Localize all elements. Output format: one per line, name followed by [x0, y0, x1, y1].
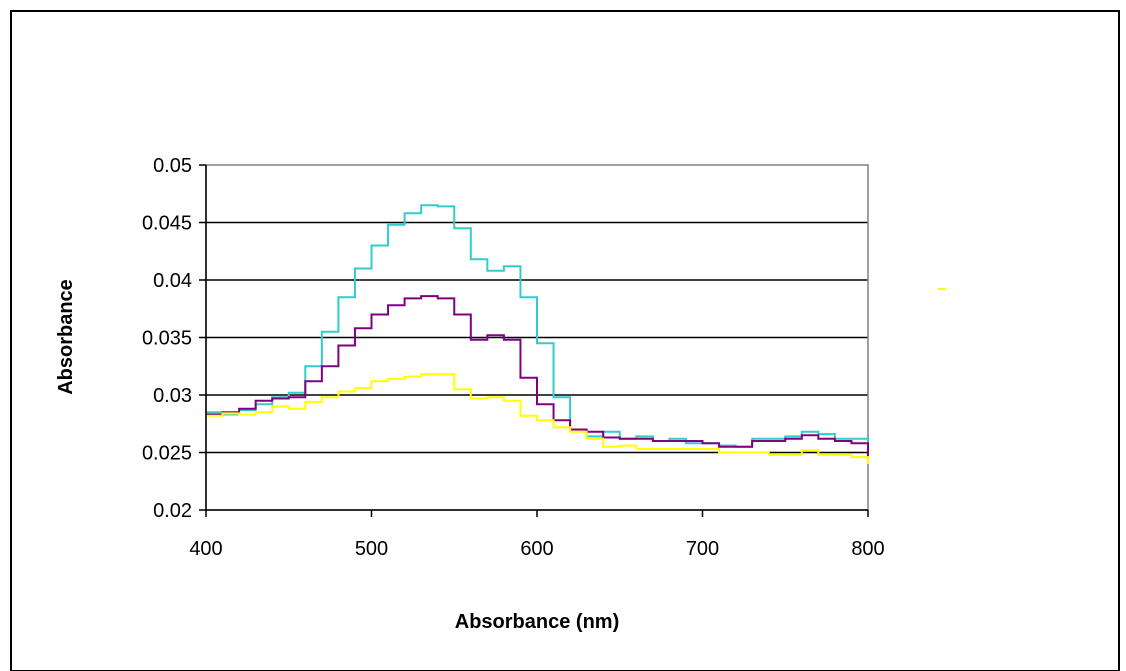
x-axis-ticks: 400 500 600 700 800: [189, 510, 885, 560]
series-line-2: [206, 295, 869, 459]
y-tick-label: 0.05: [153, 155, 192, 177]
series-group: [206, 204, 869, 464]
series-line-3: [206, 373, 869, 464]
chart-area-border: [10, 10, 1120, 671]
y-tick-label: 0.045: [142, 213, 192, 235]
y-tick-label: 0.02: [153, 500, 192, 522]
x-tick-label: 700: [686, 538, 719, 560]
y-tick-label: 0.035: [142, 328, 192, 350]
x-axis-title: Absorbance (nm): [455, 611, 619, 633]
y-axis-ticks: 0.02 0.025 0.03 0.035 0.04 0.045 0.05: [142, 155, 206, 522]
x-tick-label: 400: [189, 538, 222, 560]
x-tick-label: 800: [851, 538, 884, 560]
x-tick-label: 600: [520, 538, 553, 560]
y-tick-label: 0.025: [142, 443, 192, 465]
y-tick-label: 0.03: [153, 385, 192, 407]
x-tick-label: 500: [355, 538, 388, 560]
y-tick-label: 0.04: [153, 270, 192, 292]
y-axis-title: Absorbance: [55, 279, 77, 395]
